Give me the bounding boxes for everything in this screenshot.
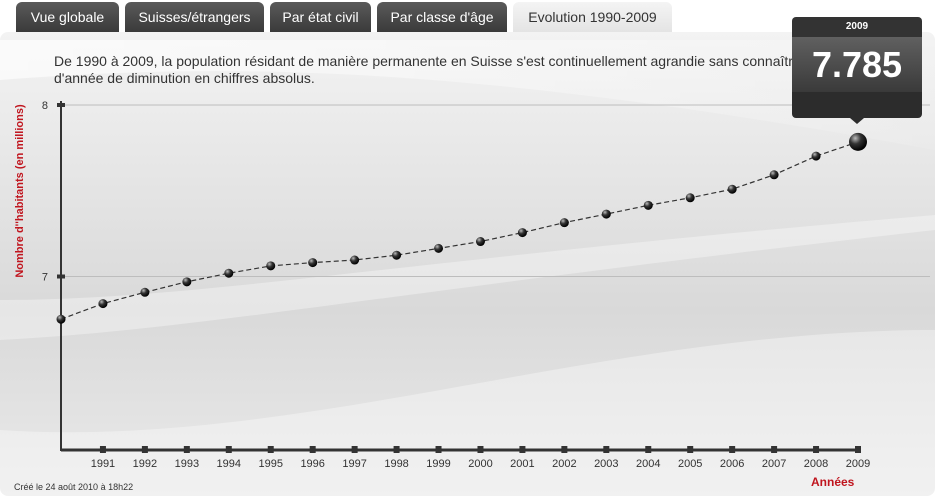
data-point [559,218,569,228]
data-point [350,255,360,265]
tab-vue-globale[interactable]: Vue globale [16,2,119,32]
x-tick-label: 2003 [594,458,618,470]
y-axis-label: Nombre d''habitants (en millions) [14,104,26,278]
x-tick-mark-2002 [561,446,568,453]
y-tick-label: 8 [42,100,48,112]
background-swoosh-top [0,40,935,150]
data-point [224,268,234,278]
x-tick-label: 2002 [552,458,576,470]
tooltip-year: 2009 [792,17,922,37]
x-tick-label: 1997 [342,458,366,470]
y-tick-mark-8 [57,103,65,107]
data-point [308,258,318,268]
x-tick-mark-2000 [477,446,484,453]
creation-footnote: Créé le 24 août 2010 à 18h22 [14,482,134,492]
tab-suisses-etrangers[interactable]: Suisses/étrangers [125,2,264,32]
data-point [56,314,66,324]
tooltip-value: 7.785 [792,37,922,92]
tooltip-pointer [850,118,864,124]
x-tick-mark-1997 [351,446,358,453]
x-tick-label: 2007 [762,458,786,470]
x-tick-mark-2001 [519,446,526,453]
x-tick-mark-2009 [855,446,861,453]
background-swoosh-mid [0,215,935,340]
data-point [140,287,150,297]
data-point [98,299,108,309]
data-point [643,200,653,210]
x-tick-mark-2003 [603,446,610,453]
x-tick-mark-1995 [267,446,274,453]
tooltip-footer [792,92,922,118]
x-tick-mark-2007 [771,446,778,453]
x-tick-mark-2005 [687,446,694,453]
x-tick-label: 1993 [175,458,199,470]
x-tick-mark-2006 [729,446,736,453]
background-swoosh-bottom [0,330,935,496]
x-tick-label: 2001 [510,458,534,470]
x-tick-label: 1996 [300,458,324,470]
data-point [434,243,444,253]
data-point-highlighted [849,132,867,151]
x-tick-mark-1994 [225,446,232,453]
x-tick-label: 2004 [636,458,660,470]
tab-par-classe-age[interactable]: Par classe d'âge [377,2,507,32]
x-tick-mark-1996 [309,446,316,453]
y-tick-label: 7 [42,272,48,284]
data-point [182,277,192,287]
x-tick-label: 2006 [720,458,744,470]
x-tick-mark-2004 [645,446,652,453]
data-point [685,193,695,203]
data-point [392,250,402,260]
tab-bar: Vue globale Suisses/étrangers Par état c… [0,0,935,34]
x-tick-label: 1998 [384,458,408,470]
x-tick-mark-1993 [183,446,190,453]
x-tick-label: 1995 [258,458,282,470]
data-point [266,261,276,271]
x-tick-mark-1999 [435,446,442,453]
x-tick-label: 2008 [804,458,828,470]
y-tick-mark-7 [57,274,65,279]
data-point [769,170,779,180]
data-point [811,151,821,161]
data-point [727,184,737,194]
x-tick-label: 2000 [468,458,492,470]
data-point [517,228,527,238]
x-tick-label: 1991 [91,458,115,470]
x-tick-label: 1994 [217,458,241,470]
x-axis-label: Années [811,475,855,489]
tab-evolution[interactable]: Evolution 1990-2009 [513,2,672,32]
x-tick-mark-2008 [813,446,820,453]
x-tick-mark-1992 [141,446,148,453]
series-line [60,141,859,320]
value-tooltip: 2009 7.785 [792,17,922,124]
x-tick-label: 1992 [133,458,157,470]
tab-par-etat-civil[interactable]: Par état civil [270,2,371,32]
intro-text: De 1990 à 2009, la population résidant d… [54,53,801,86]
x-tick-mark-1998 [393,446,400,453]
x-tick-label: 1999 [426,458,450,470]
x-tick-mark-1991 [99,446,106,453]
x-tick-label: 2005 [678,458,702,470]
x-tick-label: 2009 [846,458,870,470]
data-point [601,209,611,219]
data-point [475,237,485,247]
